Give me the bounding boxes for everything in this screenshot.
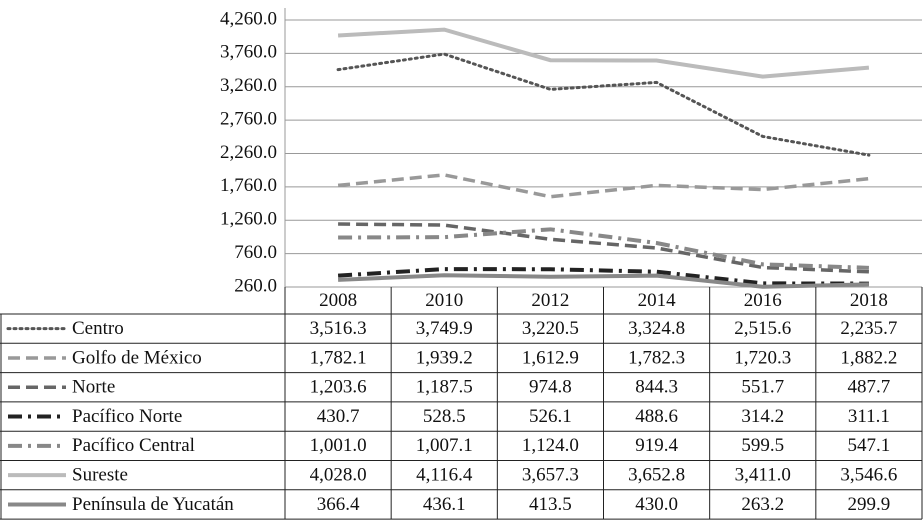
series-line [337, 273, 869, 289]
table-cell: 430.0 [635, 494, 678, 515]
table-cell: 1,782.1 [310, 347, 367, 368]
table-cell: 1,007.1 [416, 435, 473, 456]
y-tick-label: 2,760.0 [220, 108, 277, 129]
table-cell: 311.1 [848, 406, 890, 427]
table-cell: 366.4 [317, 494, 360, 515]
table-cell: 551.7 [741, 377, 784, 398]
y-tick-label: 760.0 [234, 242, 277, 263]
table-cell: 547.1 [848, 435, 891, 456]
series-line [336, 52, 871, 157]
table-cell: 487.7 [848, 377, 891, 398]
table-cell: 3,220.5 [522, 318, 579, 339]
table-cell: 3,324.8 [628, 318, 685, 339]
table-cell: 1,187.5 [416, 377, 473, 398]
table-cell: 2,515.6 [734, 318, 791, 339]
x-tick-label: 2016 [744, 290, 782, 311]
table-cell: 528.5 [423, 406, 466, 427]
table-cell: 1,720.3 [734, 347, 791, 368]
table-cell: 3,516.3 [310, 318, 367, 339]
x-tick-label: 2014 [638, 290, 677, 311]
table-cell: 1,203.6 [310, 377, 367, 398]
series-line [337, 173, 870, 199]
legend-label: Península de Yucatán [72, 494, 234, 515]
legend-label: Pacífico Central [72, 435, 195, 456]
table-cell: 3,411.0 [735, 465, 791, 486]
table-cell: 4,028.0 [310, 465, 367, 486]
y-tick-label: 2,260.0 [220, 142, 277, 163]
legend-label: Pacífico Norte [72, 406, 182, 427]
series-line [337, 27, 870, 79]
series-line [338, 227, 869, 270]
legend-label: Centro [72, 318, 124, 339]
table-cell: 526.1 [529, 406, 572, 427]
table-cell: 4,116.4 [416, 465, 473, 486]
series-line [337, 267, 869, 286]
table-cell: 1,612.9 [522, 347, 579, 368]
table-cell: 844.3 [635, 377, 678, 398]
y-tick-label: 260.0 [234, 275, 277, 296]
table-cell: 1,882.2 [840, 347, 897, 368]
y-tick-label: 3,260.0 [220, 75, 277, 96]
legend-label: Norte [72, 377, 115, 398]
x-tick-label: 2010 [425, 290, 463, 311]
series-line [338, 222, 869, 274]
table-cell: 3,546.6 [840, 465, 897, 486]
x-tick-label: 2012 [531, 290, 569, 311]
legend-label: Golfo de México [72, 347, 202, 368]
table-cell: 1,782.3 [628, 347, 685, 368]
table-cell: 299.9 [848, 494, 891, 515]
table-cell: 3,652.8 [628, 465, 685, 486]
x-tick-label: 2008 [319, 290, 357, 311]
table-cell: 1,939.2 [416, 347, 473, 368]
y-tick-label: 1,260.0 [220, 209, 277, 230]
table-cell: 599.5 [741, 435, 784, 456]
table-cell: 1,124.0 [522, 435, 579, 456]
table-cell: 488.6 [635, 406, 678, 427]
x-tick-label: 2018 [850, 290, 888, 311]
table-cell: 436.1 [423, 494, 466, 515]
y-tick-label: 1,760.0 [220, 175, 277, 196]
table-cell: 263.2 [741, 494, 784, 515]
legend-label: Sureste [72, 465, 128, 486]
table-cell: 1,001.0 [310, 435, 367, 456]
y-tick-label: 3,760.0 [220, 42, 277, 63]
table-cell: 919.4 [635, 435, 678, 456]
y-tick-label: 4,260.0 [220, 8, 277, 29]
table-cell: 3,749.9 [416, 318, 473, 339]
table-cell: 3,657.3 [522, 465, 579, 486]
table-cell: 2,235.7 [840, 318, 897, 339]
table-cell: 974.8 [529, 377, 572, 398]
table-cell: 413.5 [529, 494, 572, 515]
table-cell: 430.7 [317, 406, 360, 427]
table-cell: 314.2 [741, 406, 784, 427]
